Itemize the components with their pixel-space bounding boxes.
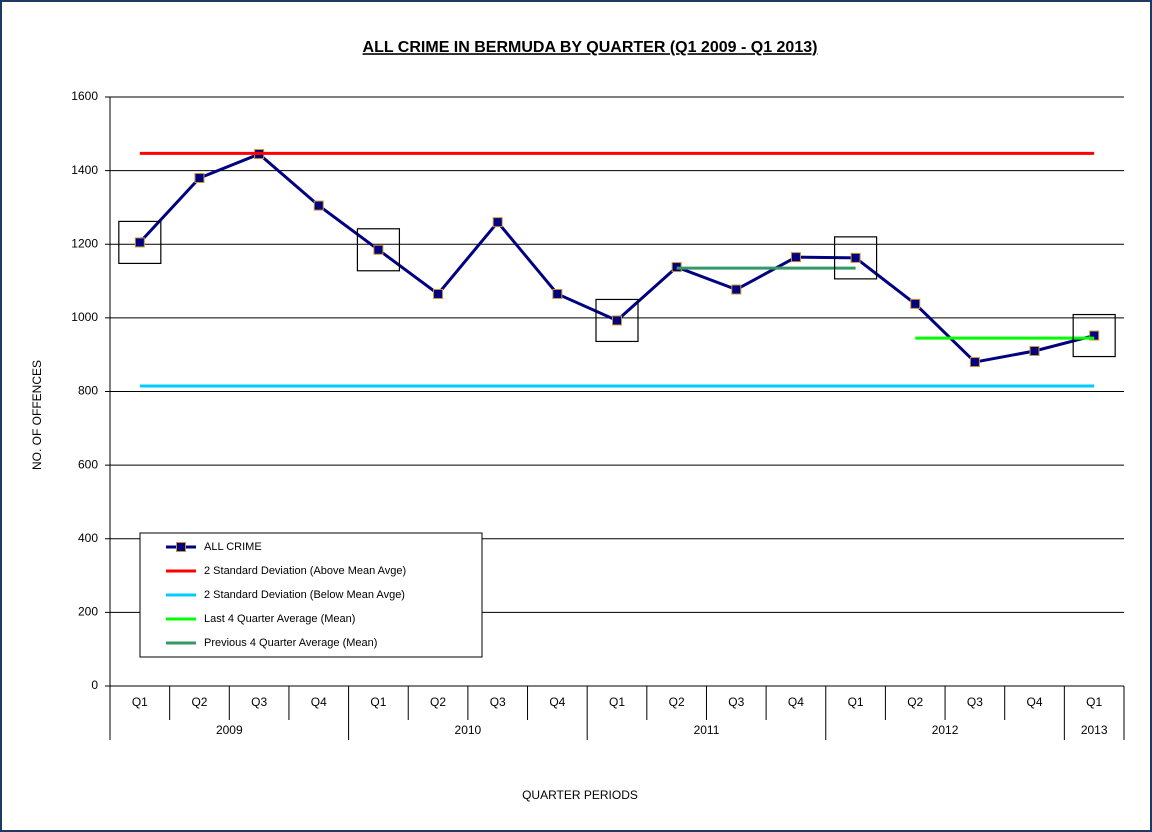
x-group-label: 2011 [694,723,720,737]
x-tick-label: Q4 [788,695,804,709]
x-tick-label: Q2 [907,695,923,709]
x-group-label: 2009 [216,723,243,737]
highlight-box [833,236,878,280]
y-axis-title: NO. OF OFFENCES [30,360,44,470]
highlight-box [1072,313,1116,358]
x-tick-label: Q3 [251,695,267,709]
highlight-box [356,228,401,272]
highlight-box [118,220,162,265]
y-tick-label: 1400 [71,163,98,177]
x-tick-label: Q1 [1086,695,1102,709]
y-tick-label: 800 [78,384,98,398]
x-group-label: 2010 [455,723,482,737]
point-marker [433,288,444,299]
point-marker [731,284,742,295]
y-tick-label: 0 [91,678,98,692]
point-marker [373,244,384,255]
x-tick-label: Q1 [848,695,864,709]
point-marker [313,200,324,211]
legend-label: Previous 4 Quarter Average (Mean) [204,637,377,649]
y-tick-label: 1000 [71,310,98,324]
y-tick-label: 400 [78,531,98,545]
point-marker [850,252,861,263]
x-tick-label: Q3 [490,695,506,709]
point-marker [134,237,145,248]
y-tick-label: 1200 [71,236,98,250]
legend-marker [176,542,186,552]
x-group-label: 2012 [932,723,959,737]
x-tick-label: Q4 [311,695,327,709]
x-group-label: 2013 [1081,723,1108,737]
x-tick-label: Q1 [132,695,148,709]
legend-label: Last 4 Quarter Average (Mean) [204,613,355,625]
x-tick-label: Q3 [967,695,983,709]
point-marker [1089,330,1100,341]
y-tick-label: 1600 [71,89,98,103]
legend-box [139,532,483,658]
x-tick-label: Q1 [370,695,386,709]
legend-label: 2 Standard Deviation (Below Mean Avge) [204,589,405,601]
legend-label: ALL CRIME [204,541,262,553]
x-tick-label: Q4 [549,695,565,709]
point-marker [969,357,980,368]
chart-title: ALL CRIME IN BERMUDA BY QUARTER (Q1 2009… [363,39,818,56]
point-marker [492,217,503,228]
point-marker [910,298,921,309]
point-marker [1029,346,1040,357]
x-tick-label: Q2 [669,695,685,709]
x-tick-label: Q1 [609,695,625,709]
x-tick-label: Q4 [1027,695,1043,709]
x-tick-label: Q2 [430,695,446,709]
point-marker [612,315,622,326]
x-axis-title: QUARTER PERIODS [522,788,638,802]
point-marker [552,288,563,299]
legend-label: 2 Standard Deviation (Above Mean Avge) [204,565,406,577]
point-marker [194,172,205,183]
x-tick-label: Q3 [728,695,744,709]
y-tick-label: 200 [78,605,98,619]
highlight-box [595,298,639,343]
y-tick-label: 600 [78,457,98,471]
x-tick-label: Q2 [191,695,207,709]
point-marker [790,252,801,263]
